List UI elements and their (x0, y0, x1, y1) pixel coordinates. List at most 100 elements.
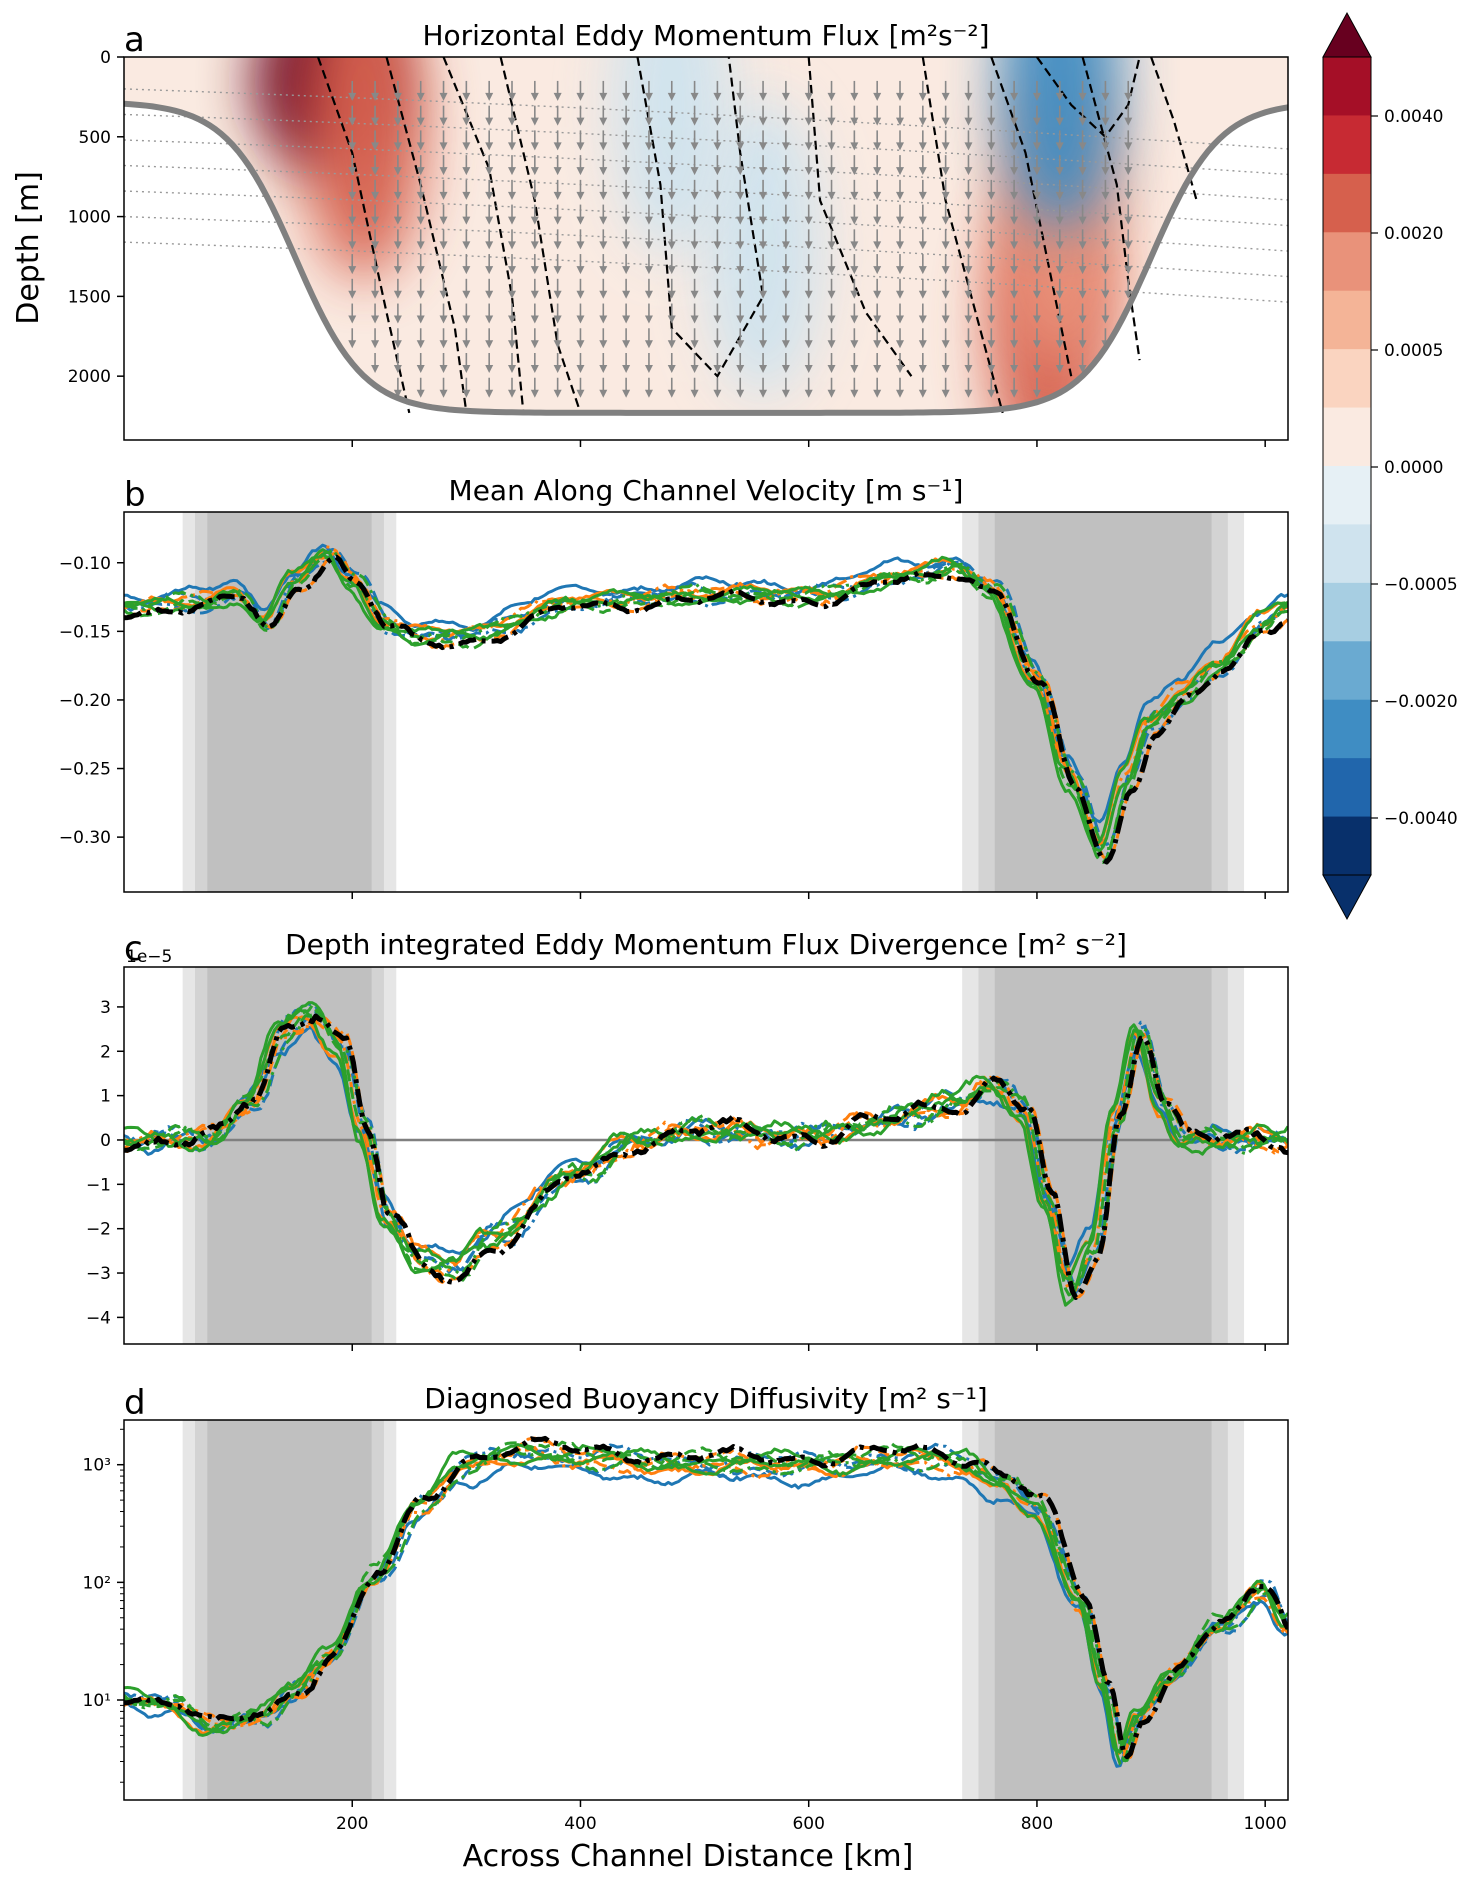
vector-arrowhead (439, 290, 448, 299)
vector-arrowhead (667, 142, 676, 151)
vector-arrowhead (1032, 142, 1041, 151)
vector-arrowhead (371, 266, 380, 275)
vector-arrowhead (393, 216, 402, 225)
vector-arrowhead (393, 167, 402, 176)
vector-arrowhead (439, 191, 448, 200)
vector-arrowhead (759, 389, 768, 398)
vector-arrowhead (759, 241, 768, 250)
vector-arrowhead (827, 365, 836, 374)
y-tick-label: −4 (86, 1308, 111, 1328)
vector-arrowhead (1101, 266, 1110, 275)
vector-arrowhead (713, 340, 722, 349)
panel-c-series-line-6 (124, 1020, 1288, 1294)
vector-arrowhead (599, 191, 608, 200)
vector-arrowhead (759, 216, 768, 225)
vector-arrowhead (1032, 117, 1041, 126)
vector-arrowhead (371, 92, 380, 101)
vector-arrowhead (690, 92, 699, 101)
vector-arrowhead (508, 191, 516, 200)
vector-arrowhead (781, 117, 790, 126)
vector-arrowhead (530, 92, 539, 101)
vector-arrowhead (690, 142, 699, 151)
vector-arrows (348, 80, 1133, 398)
vector-arrowhead (1032, 365, 1041, 374)
contour (499, 57, 582, 414)
panel-d-ridge-shading (182, 1420, 1245, 1800)
vector-arrowhead (439, 142, 448, 151)
vector-arrowhead (599, 340, 608, 349)
vector-arrowhead (873, 216, 882, 225)
y-tick-label: −0.10 (59, 554, 111, 574)
vector-arrowhead (508, 117, 516, 126)
vector-arrowhead (485, 142, 494, 151)
vector-arrowhead (576, 389, 585, 398)
vector-arrowhead (462, 191, 471, 200)
vector-arrowhead (439, 365, 448, 374)
vector-arrowhead (553, 142, 562, 151)
vector-arrowhead (1055, 216, 1064, 225)
vector-arrowhead (918, 290, 927, 299)
vector-arrowhead (781, 142, 790, 151)
colorbar-segment (1323, 699, 1371, 759)
colorbar-segment (1323, 524, 1371, 584)
vector-arrowhead (1055, 167, 1064, 176)
vector-arrowhead (644, 167, 653, 176)
vector-arrowhead (827, 290, 836, 299)
panel-c-series (124, 1001, 1288, 1307)
panel-d-label: d (124, 1383, 146, 1423)
vector-arrowhead (1055, 365, 1064, 374)
vector-arrowhead (644, 315, 653, 324)
y-tick-label: 10² (83, 1573, 111, 1593)
vector-arrowhead (804, 389, 813, 398)
vector-arrowhead (918, 315, 927, 324)
vector-arrowhead (644, 389, 653, 398)
vector-arrowhead (462, 266, 471, 275)
panel-d: 10¹ 10² 10³ 200 400 600 800 1000 d Diagnosed B… (83, 1382, 1289, 1874)
vector-arrowhead (918, 167, 927, 176)
panel-c-frame (123, 966, 1289, 1345)
vector-arrowhead (508, 389, 516, 398)
panel-d-series-line-2 (124, 1452, 1288, 1760)
panel-c-series-line-5 (124, 1014, 1288, 1300)
vector-arrowhead (873, 315, 882, 324)
vector-arrowhead (1078, 142, 1087, 151)
vector-arrowhead (759, 142, 768, 151)
vector-arrowhead (827, 216, 836, 225)
vector-arrowhead (873, 117, 882, 126)
x-tick-label: 800 (1021, 1814, 1053, 1834)
vector-arrowhead (462, 167, 471, 176)
panel-c-ridge-shading (182, 967, 1245, 1344)
vector-arrowhead (1010, 365, 1019, 374)
vector-arrowhead (987, 266, 996, 275)
vector-arrowhead (371, 241, 380, 250)
colorbar-extend-max (1322, 11, 1372, 58)
vector-arrowhead (644, 340, 653, 349)
vector-arrowhead (462, 142, 471, 151)
isopycnal (124, 190, 1288, 252)
vector-arrowhead (1055, 191, 1064, 200)
vector-arrowhead (644, 191, 653, 200)
vector-arrowhead (530, 191, 539, 200)
vector-arrowhead (416, 191, 425, 200)
vector-arrowhead (713, 216, 722, 225)
vector-arrowhead (987, 167, 996, 176)
panel-b-label: b (124, 475, 146, 515)
vector-arrowhead (804, 117, 813, 126)
vector-arrowhead (1124, 167, 1133, 176)
vector-arrowhead (622, 117, 631, 126)
vector-arrowhead (1078, 216, 1087, 225)
vector-arrowhead (941, 340, 950, 349)
vector-arrowhead (393, 290, 402, 299)
x-axis-label: Across Channel Distance [km] (463, 1839, 914, 1874)
vector-arrowhead (918, 191, 927, 200)
vector-arrowhead (781, 365, 790, 374)
vector-arrowhead (1101, 290, 1110, 299)
vector-arrowhead (941, 167, 950, 176)
vector-arrowhead (1124, 290, 1133, 299)
vector-arrowhead (896, 241, 904, 250)
vector-arrowhead (530, 142, 539, 151)
panel-d-series (124, 1435, 1288, 1768)
vector-arrowhead (941, 92, 950, 101)
vector-arrowhead (599, 241, 608, 250)
vector-arrowhead (1078, 315, 1087, 324)
